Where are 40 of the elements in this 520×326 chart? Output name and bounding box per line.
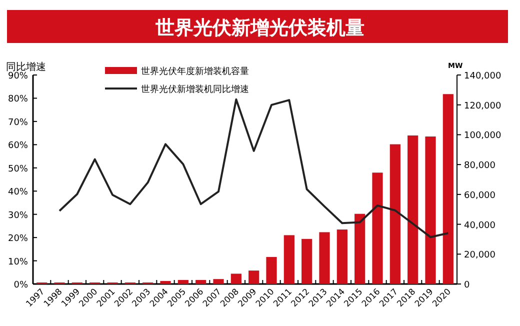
y2-tick-label: 40,000 — [464, 220, 496, 231]
bar — [302, 238, 312, 284]
y-tick-label: 30% — [8, 210, 28, 221]
legend-label: 世界光伏年度新增装机容量 — [141, 66, 249, 77]
legend-label: 世界光伏新增装机同比增速 — [141, 84, 249, 95]
y2-tick-label: 100,000 — [464, 131, 502, 142]
y-tick-label: 70% — [8, 118, 28, 128]
chart-title: 世界光伏新增光伏装机量 — [154, 17, 364, 39]
y-tick-label: 20% — [8, 234, 28, 244]
y-tick-label: 40% — [8, 188, 28, 198]
bar — [408, 135, 418, 284]
y2-tick-label: 0 — [464, 280, 470, 290]
bar — [425, 136, 436, 284]
bar — [319, 232, 330, 284]
bar — [336, 230, 348, 284]
bar — [390, 144, 400, 284]
y-tick-label: 90% — [8, 72, 28, 82]
y2-tick-label: 140,000 — [464, 72, 502, 82]
y-tick-label: 50% — [8, 164, 28, 174]
bar — [213, 279, 224, 284]
bar — [178, 280, 188, 284]
y2-tick-label: 60,000 — [464, 190, 496, 201]
y-axis-title: 同比增速 — [6, 61, 46, 73]
y-tick-label: 0% — [14, 280, 28, 290]
y-tick-label: 10% — [8, 257, 28, 268]
bar — [160, 281, 171, 284]
bar — [354, 214, 366, 284]
y-tick-label: 80% — [8, 94, 28, 105]
bar — [372, 172, 383, 284]
bar — [196, 280, 206, 284]
y-tick-label: 60% — [8, 141, 28, 152]
line-series — [58, 98, 450, 238]
bar — [266, 256, 277, 284]
bar — [442, 94, 454, 284]
y2-tick-label: 80,000 — [464, 161, 496, 172]
bar — [284, 235, 294, 284]
bar — [230, 274, 242, 284]
y2-tick-label: 120,000 — [464, 101, 502, 112]
y2-tick-label: 20,000 — [464, 250, 496, 261]
bar — [248, 270, 260, 284]
